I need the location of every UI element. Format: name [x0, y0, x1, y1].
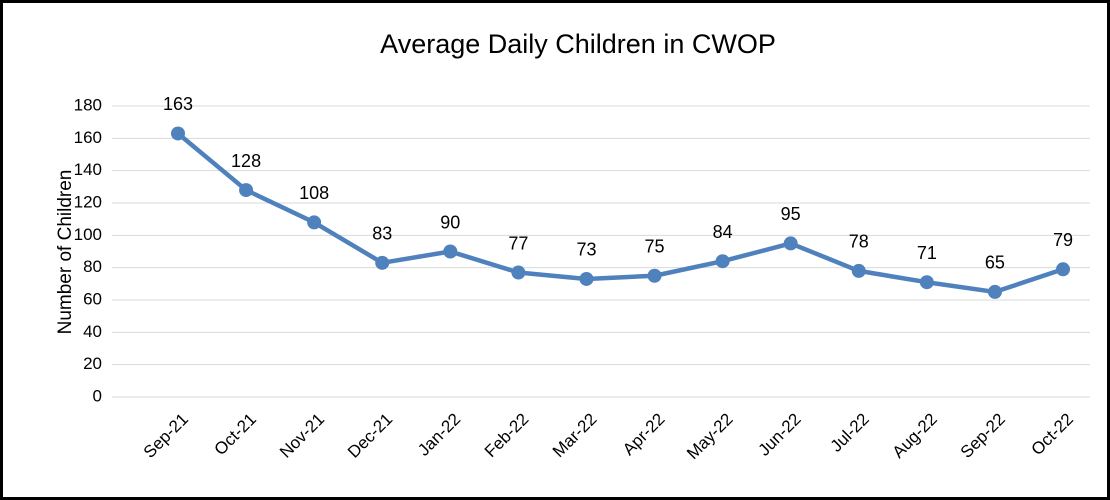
data-label: 128: [231, 151, 261, 171]
data-point: [987, 284, 1002, 299]
chart-title: Average Daily Children in CWOP: [380, 29, 776, 59]
data-label: 95: [781, 204, 801, 224]
data-label: 108: [299, 183, 329, 203]
y-tick-label: 180: [74, 95, 102, 114]
data-label: 73: [576, 240, 596, 260]
data-point: [443, 244, 458, 259]
y-tick-label: 100: [74, 225, 102, 244]
data-point: [171, 126, 185, 141]
data-label: 90: [440, 212, 460, 232]
data-point: [1056, 262, 1070, 277]
y-tick-label: 20: [83, 354, 102, 373]
data-label: 77: [508, 233, 528, 253]
data-point: [851, 263, 866, 278]
y-tick-label: 0: [93, 386, 102, 405]
y-tick-label: 140: [74, 160, 102, 179]
data-label: 75: [645, 237, 665, 257]
data-point: [783, 236, 798, 251]
data-point: [919, 275, 934, 290]
y-tick-label: 160: [74, 128, 102, 147]
data-point: [511, 265, 526, 280]
data-label: 163: [163, 94, 193, 114]
y-tick-label: 80: [83, 257, 102, 276]
y-tick-label: 40: [83, 322, 102, 341]
y-tick-label: 60: [83, 289, 102, 308]
data-point: [239, 183, 254, 198]
data-label: 65: [985, 253, 1005, 273]
data-label: 71: [917, 243, 937, 263]
data-point: [375, 255, 390, 270]
data-label: 84: [713, 222, 733, 242]
data-line: [176, 131, 1064, 295]
data-point: [715, 254, 730, 269]
data-label: 79: [1053, 230, 1073, 250]
y-axis-label: Number of Children: [55, 170, 76, 335]
y-tick-label: 120: [74, 192, 102, 211]
data-label: 78: [849, 232, 869, 252]
data-label: 83: [372, 224, 392, 244]
data-point: [579, 271, 594, 286]
data-point: [307, 215, 322, 230]
data-point: [647, 268, 662, 283]
